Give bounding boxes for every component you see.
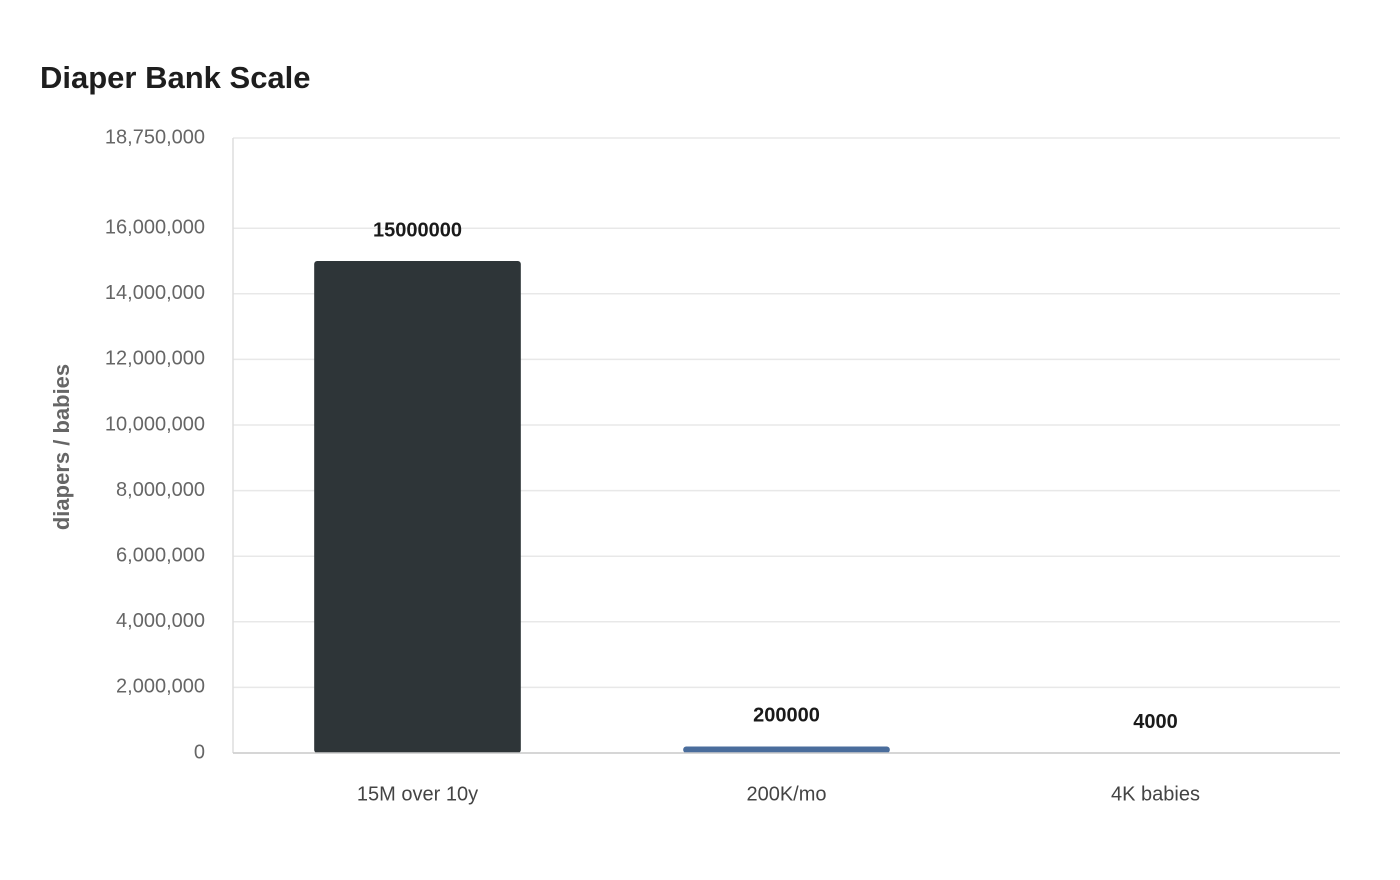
y-tick-label: 10,000,000 — [105, 413, 205, 435]
x-tick-label: 200K/mo — [746, 783, 826, 805]
y-tick-label: 4,000,000 — [116, 610, 205, 632]
y-tick-label: 6,000,000 — [116, 544, 205, 566]
y-tick-label: 18,750,000 — [105, 126, 205, 148]
value-label: 4000 — [1133, 711, 1178, 733]
x-tick-label: 4K babies — [1111, 783, 1200, 805]
x-tick-label: 15M over 10y — [357, 783, 478, 805]
chart-title: Diaper Bank Scale — [40, 60, 311, 95]
y-tick-label: 12,000,000 — [105, 348, 205, 370]
value-label: 200000 — [753, 705, 820, 727]
y-tick-label: 2,000,000 — [116, 676, 205, 698]
bar — [683, 746, 890, 753]
y-tick-label: 14,000,000 — [105, 282, 205, 304]
y-tick-label: 0 — [194, 741, 205, 763]
y-axis-label: diapers / babies — [49, 364, 74, 530]
value-label: 15000000 — [373, 219, 462, 241]
bar — [314, 261, 521, 753]
y-tick-label: 16,000,000 — [105, 216, 205, 238]
y-tick-label: 8,000,000 — [116, 479, 205, 501]
